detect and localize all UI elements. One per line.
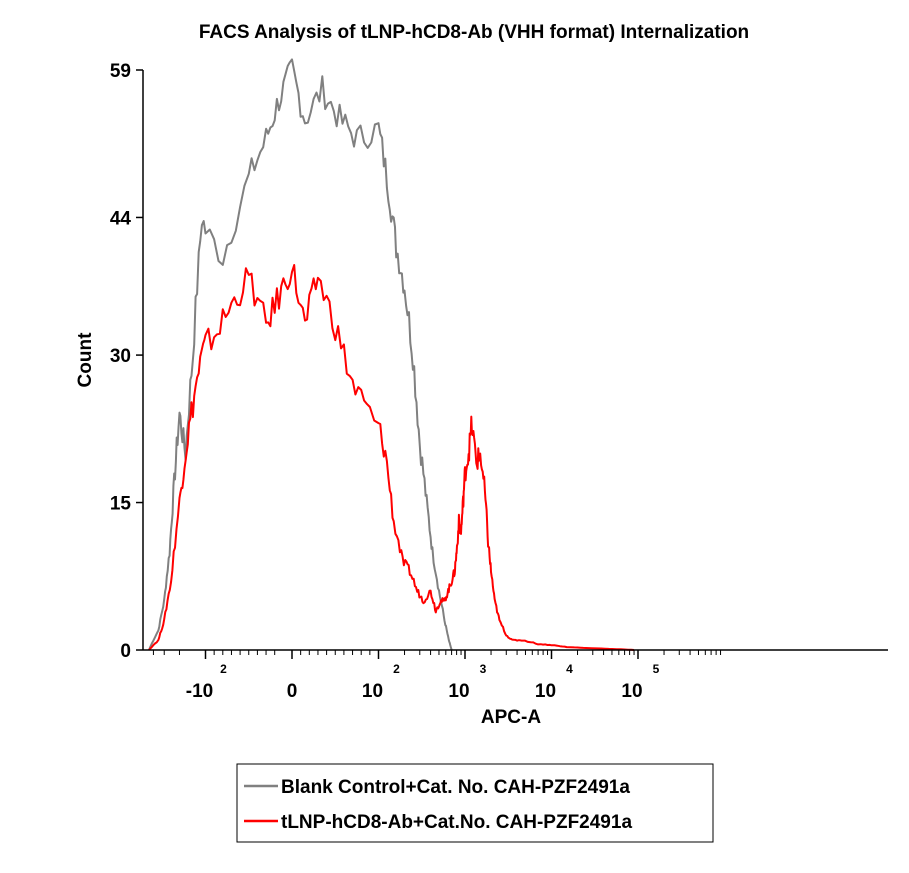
y-tick-layer: 0 15 30 44 59 (110, 61, 143, 662)
y-axis-label: Count (75, 332, 96, 388)
x-tick-label: 10 (621, 681, 642, 702)
y-tick-label: 44 (110, 208, 132, 229)
legend: Blank Control+Cat. No. CAH-PZF2491a tLNP… (236, 763, 714, 843)
series-line-0 (148, 58, 453, 651)
x-tick-label: -10 (186, 681, 213, 702)
series-line-1 (148, 264, 635, 651)
x-tick-exponent: 3 (480, 662, 487, 676)
legend-label-tlnp: tLNP-hCD8-Ab+Cat.No. CAH-PZF2491a (281, 812, 632, 833)
x-tick-label: 0 (287, 681, 298, 702)
x-tick-layer: -10 2 0 10 2 10 3 10 4 10 5 (152, 650, 722, 702)
legend-box (236, 763, 714, 843)
x-axis-label: APC-A (481, 707, 541, 728)
x-tick-label: 10 (535, 681, 556, 702)
series-layer (148, 58, 635, 651)
legend-label-blank-control: Blank Control+Cat. No. CAH-PZF2491a (281, 777, 630, 798)
x-tick-exponent: 2 (393, 662, 400, 676)
x-tick-label: 10 (362, 681, 383, 702)
x-tick-exponent: 5 (653, 662, 660, 676)
x-tick-exponent: 4 (566, 662, 573, 676)
chart-title: FACS Analysis of tLNP-hCD8-Ab (VHH forma… (199, 22, 749, 43)
y-tick-label: 59 (110, 61, 131, 82)
y-tick-label: 0 (120, 641, 131, 662)
x-tick-exponent: 2 (220, 662, 227, 676)
y-tick-label: 30 (110, 346, 131, 367)
y-tick-label: 15 (110, 494, 132, 515)
x-tick-label: 10 (448, 681, 469, 702)
